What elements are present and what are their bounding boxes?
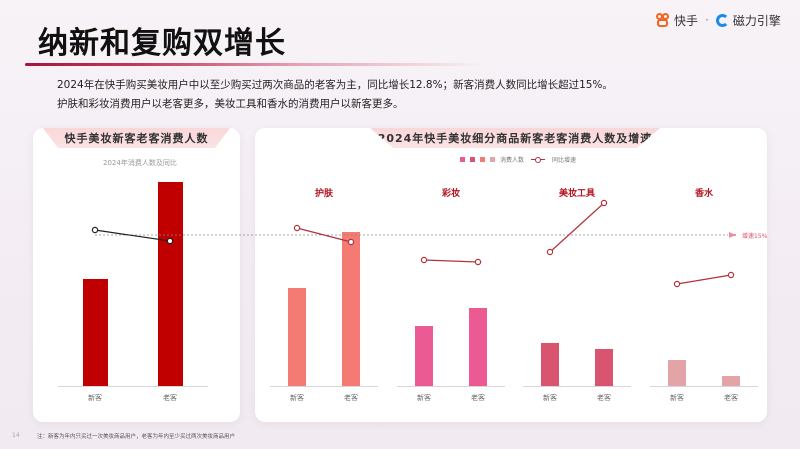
bar-overall-returning (158, 182, 183, 386)
title-underline (25, 63, 485, 66)
bar-overall-new (83, 279, 108, 386)
makeup-x-axis (397, 386, 505, 387)
cili-engine-logo-icon (715, 13, 729, 27)
x-label-tools-returning: 老客 (597, 394, 611, 402)
fragrance-x-axis (650, 386, 758, 387)
category-chart-title: 2024年快手美妆细分商品新客老客消费人数及增速 (370, 128, 660, 148)
summary-line-1: 2024年在快手购买美妆用户中以至少购买过两次商品的老客为主，同比增长12.8%… (57, 79, 613, 91)
x-label-new: 新客 (88, 394, 102, 402)
legend-line-label: 同比增速 (552, 157, 577, 164)
x-label-returning: 老客 (163, 394, 177, 402)
bar-tools-returning (595, 349, 613, 386)
legend-swatch-fragrance (490, 157, 495, 162)
chart-legend: 消费人数 同比增速 (460, 155, 576, 164)
legend-swatch-makeup (460, 157, 465, 162)
footnote: 注：新客为年内只买过一次美妆商品用户，老客为年内至少买过两次美妆商品用户 (37, 434, 236, 440)
overall-chart-subtitle: 2024年消费人数及同比 (103, 159, 177, 167)
group-title-fragrance: 香水 (694, 189, 714, 199)
kuaishou-logo-icon (656, 13, 670, 27)
tools-x-axis (523, 386, 631, 387)
overall-x-axis (58, 386, 208, 387)
skincare-x-axis (270, 386, 378, 387)
brand-separator: · (705, 13, 709, 27)
x-label-tools-new: 新客 (543, 394, 557, 402)
brand-kuaishou: 快手 (674, 13, 699, 28)
overall-chart-title: 快手美妆新客老客消费人数 (43, 128, 230, 148)
legend-swatch-tools (470, 157, 475, 162)
group-title-tools: 美妆工具 (558, 189, 596, 199)
group-title-skincare: 护肤 (314, 189, 334, 199)
overall-chart-card: 快手美妆新客老客消费人数 (33, 128, 240, 422)
page-title: 纳新和复购双增长 (38, 26, 286, 61)
x-label-skincare-new: 新客 (290, 394, 304, 402)
bar-fragrance-returning (722, 376, 740, 386)
x-label-fragrance-returning: 老客 (724, 394, 738, 402)
brand-logos: 快手 · 磁力引擎 (656, 11, 781, 29)
legend-swatch-skincare (480, 157, 485, 162)
group-title-makeup: 彩妆 (441, 189, 461, 199)
category-chart-card: 2024年快手美妆细分商品新客老客消费人数及增速 (255, 128, 767, 422)
summary-line-2: 护肤和彩妆消费用户以老客更多，美妆工具和香水的消费用户以新客更多。 (57, 98, 404, 110)
bar-fragrance-new (668, 360, 686, 386)
legend-line-icon (531, 157, 546, 162)
bar-skincare-returning (342, 232, 360, 386)
target-growth-label: 增速15% (742, 233, 768, 240)
x-label-fragrance-new: 新客 (670, 394, 684, 402)
page-number: 14 (12, 432, 20, 439)
brand-cili: 磁力引擎 (732, 13, 781, 28)
x-label-makeup-new: 新客 (417, 394, 431, 402)
bar-makeup-new (415, 326, 433, 386)
x-label-skincare-returning: 老客 (344, 394, 358, 402)
x-label-makeup-returning: 老客 (471, 394, 485, 402)
bar-skincare-new (288, 288, 306, 386)
legend-bar-label: 消费人数 (500, 157, 525, 164)
bar-tools-new (541, 343, 559, 386)
bar-makeup-returning (469, 308, 487, 386)
